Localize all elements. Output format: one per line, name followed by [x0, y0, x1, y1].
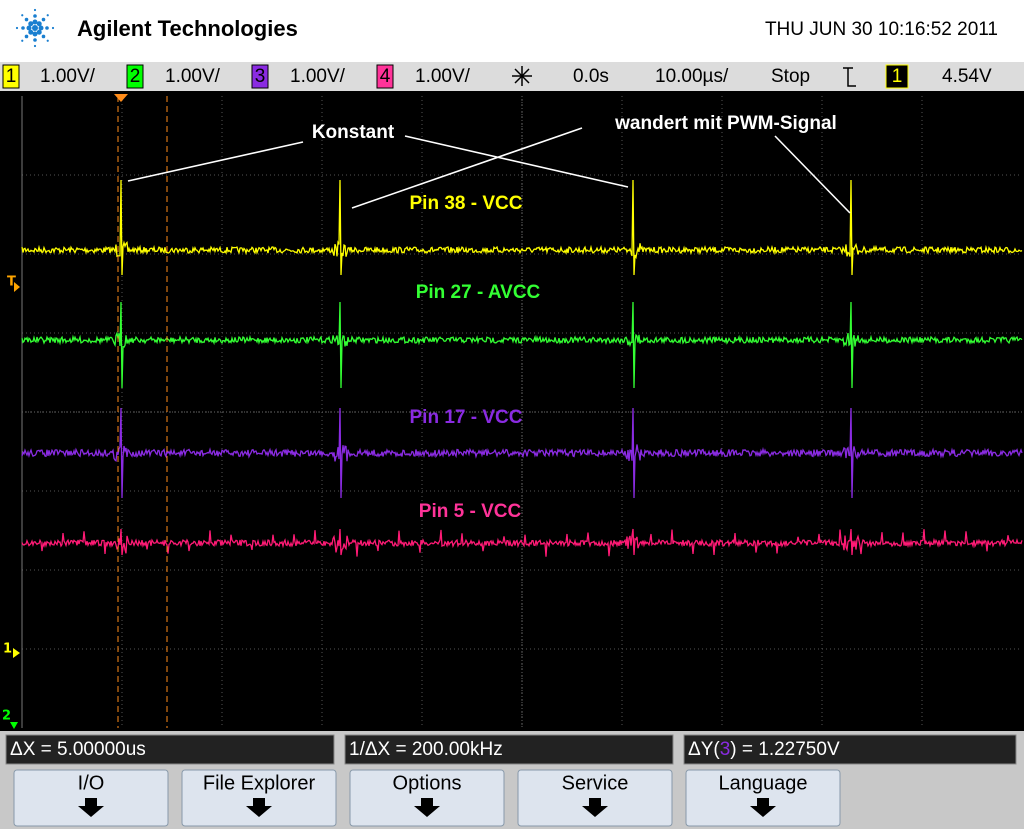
- logo-dot: [21, 14, 24, 17]
- logo-dot: [15, 26, 19, 30]
- waveform: [21, 301, 1023, 389]
- logo-dot: [26, 25, 32, 31]
- logo-dot: [36, 21, 42, 27]
- delta-y: ΔY(3) = 1.22750V: [688, 739, 840, 760]
- channel-number: 2: [130, 66, 141, 87]
- logo-dot: [28, 21, 34, 27]
- ground-marker: 1: [3, 642, 12, 657]
- inverse-delta-x: 1/ΔX = 200.00kHz: [349, 739, 503, 760]
- softkey-label[interactable]: I/O: [78, 772, 105, 794]
- logo-dot: [32, 19, 38, 25]
- trigger-source: 1: [892, 66, 903, 87]
- waveform: [21, 528, 1023, 557]
- annotation-lines: [127, 127, 851, 214]
- delta-y-prefix: ΔY(: [688, 739, 720, 760]
- channel-number: 4: [380, 66, 391, 87]
- logo-dot: [33, 38, 37, 42]
- logo-dot: [38, 25, 44, 31]
- softkey-bar: [0, 767, 1024, 829]
- marker-arrow: [10, 722, 18, 729]
- header-bg: [0, 0, 1024, 62]
- marker-arrow: [14, 282, 20, 292]
- trigger-position: [114, 94, 128, 102]
- softkey-label[interactable]: Service: [562, 772, 629, 794]
- annotation: wandert mit PWM-Signal: [614, 113, 837, 134]
- datetime: THU JUN 30 10:16:52 2011: [765, 19, 998, 40]
- measurement-box: [683, 734, 1017, 765]
- softkey-label[interactable]: Language: [719, 772, 808, 794]
- screen-bg: [0, 91, 1024, 731]
- logo-dot: [41, 17, 46, 22]
- channel-scale: 1.00V/: [40, 66, 96, 87]
- softkey-arrow: [414, 798, 440, 817]
- logo-dot: [28, 29, 34, 35]
- traces: [21, 179, 1023, 557]
- logo-dot: [33, 14, 37, 18]
- channel-scale: 1.00V/: [290, 66, 346, 87]
- logo-dot: [21, 39, 24, 42]
- time-offset: 0.0s: [573, 66, 609, 87]
- waveform: [21, 407, 1023, 499]
- softkey-arrow: [78, 798, 104, 817]
- run-state: Stop: [771, 66, 810, 87]
- slope-icon: [843, 67, 856, 87]
- logo-dot: [51, 26, 55, 30]
- softkey-label[interactable]: Options: [393, 772, 462, 794]
- logo-dot: [33, 44, 37, 48]
- time-scale: 10.00µs/: [655, 66, 729, 87]
- logo: [15, 8, 55, 48]
- measurement-box: [344, 734, 674, 765]
- channel-badge: [2, 64, 20, 89]
- delta-y-channel: 3: [720, 739, 731, 760]
- softkey-arrow: [750, 798, 776, 817]
- brand: Agilent Technologies: [77, 16, 298, 41]
- trace-label: Pin 27 - AVCC: [416, 282, 541, 303]
- softkey-label[interactable]: File Explorer: [203, 772, 316, 794]
- trigger-source-badge: [885, 64, 909, 89]
- logo-dot: [32, 25, 38, 31]
- channel-badge: [126, 64, 144, 89]
- logo-dot: [45, 26, 49, 30]
- logo-dot: [46, 39, 49, 42]
- logo-dot: [46, 14, 49, 17]
- logo-dot: [24, 34, 29, 39]
- softkeys: I/O File Explorer Options Service Language: [13, 769, 841, 827]
- graticule: [21, 96, 1022, 728]
- logo-dot: [32, 31, 38, 37]
- logo-dot: [41, 34, 46, 39]
- logo-dot: [21, 26, 25, 30]
- waveform: [21, 179, 1023, 276]
- ground-marker: 2: [2, 709, 11, 724]
- delta-y-value: ) = 1.22750V: [730, 739, 840, 760]
- trace-label: Pin 38 - VCC: [410, 193, 523, 214]
- logo-dot: [33, 8, 37, 12]
- marker-arrow: [13, 648, 20, 658]
- channel-badge: [251, 64, 269, 89]
- annotation: Konstant: [312, 122, 395, 143]
- measurement-box: [5, 734, 335, 765]
- channel-scale: 1.00V/: [415, 66, 471, 87]
- channel-badge: [376, 64, 394, 89]
- channel-number: 3: [255, 66, 266, 87]
- delta-x: ΔX = 5.00000us: [10, 739, 146, 760]
- channel-scale: 1.00V/: [165, 66, 221, 87]
- logo-dot: [24, 17, 29, 22]
- softkey-arrow: [246, 798, 272, 817]
- logo-dot: [36, 29, 42, 35]
- channel-number: 1: [6, 66, 17, 87]
- trigger-level: 4.54V: [942, 66, 992, 87]
- softkey-arrow: [582, 798, 608, 817]
- trace-label: Pin 5 - VCC: [419, 501, 522, 522]
- trigger-marker: T: [7, 275, 16, 290]
- trace-label: Pin 17 - VCC: [410, 407, 523, 428]
- trigger-icon: [512, 66, 532, 86]
